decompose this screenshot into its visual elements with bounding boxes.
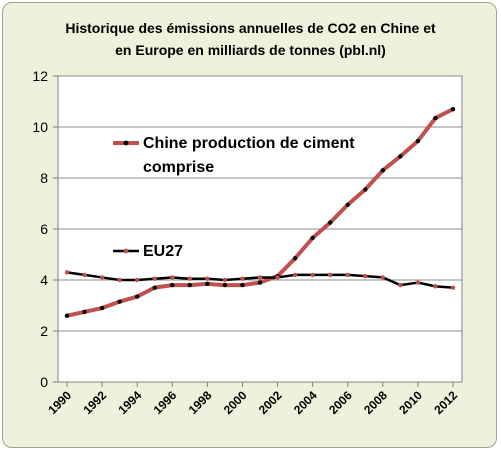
data-point (99, 305, 105, 311)
x-tick-label: 1994 (116, 388, 145, 417)
x-tick-label: 1990 (45, 388, 74, 417)
data-point (99, 275, 105, 280)
data-point (187, 282, 193, 288)
data-point (415, 280, 421, 285)
data-point (363, 187, 368, 192)
data-point (205, 281, 210, 287)
data-point (134, 277, 140, 283)
y-tick-label: 12 (32, 68, 48, 84)
data-point (327, 272, 333, 278)
y-tick-label: 10 (32, 119, 48, 135)
data-point (82, 309, 87, 315)
data-point (222, 282, 228, 288)
data-point (240, 276, 245, 281)
x-tick-label: 1992 (80, 388, 109, 417)
data-point (170, 275, 175, 280)
data-point (257, 275, 263, 280)
x-tick-label: 2000 (221, 388, 250, 417)
data-point (152, 276, 157, 281)
data-point (327, 220, 333, 225)
x-tick-label: 1996 (151, 388, 180, 417)
data-point (450, 285, 456, 290)
data-point (450, 106, 456, 112)
data-point (415, 138, 421, 144)
chart-frame: Historique des émissions annuelles de CO… (2, 2, 497, 448)
data-point (433, 284, 438, 289)
data-point (380, 168, 386, 173)
data-point (363, 273, 368, 279)
data-point (222, 277, 228, 283)
legend-eu27-label: EU27 (143, 243, 183, 260)
data-point (240, 282, 245, 288)
data-point (275, 275, 280, 280)
data-point (310, 235, 315, 241)
data-point (433, 115, 438, 121)
y-tick-label: 8 (40, 170, 48, 186)
chart-title: Historique des émissions annuelles de CO… (3, 17, 496, 61)
data-point (205, 276, 210, 281)
chart-title-line-1: Historique des émissions annuelles de CO… (65, 20, 436, 36)
x-tick-label: 2012 (431, 388, 460, 417)
legend-eu27-marker (123, 248, 129, 254)
x-tick-label: 2006 (326, 388, 355, 417)
x-tick-label: 2008 (361, 388, 390, 417)
legend-chine-marker (123, 140, 129, 146)
data-point (257, 280, 263, 285)
x-tick-label: 2004 (291, 388, 320, 417)
data-point (398, 154, 403, 159)
data-point (64, 270, 70, 275)
y-tick-label: 6 (40, 221, 48, 237)
data-point (292, 272, 298, 278)
data-point (134, 294, 140, 299)
x-tick-label: 2002 (256, 388, 285, 417)
data-point (117, 277, 122, 283)
data-point (152, 285, 157, 290)
legend-chine-label: Chine production de ciment (143, 135, 355, 152)
y-tick-label: 0 (40, 374, 48, 390)
data-point (292, 256, 298, 261)
data-point (380, 275, 386, 280)
x-tick-label: 2010 (396, 388, 425, 417)
data-point (82, 272, 87, 278)
data-point (170, 282, 175, 288)
chart-title-line-2: en Europe en milliards de tonnes (pbl.nl… (115, 42, 386, 58)
data-point (117, 299, 122, 304)
y-tick-label: 4 (40, 272, 48, 288)
data-point (398, 282, 403, 288)
y-tick-label: 2 (40, 323, 48, 339)
legend-chine-label: comprise (143, 159, 214, 176)
x-tick-label: 1998 (186, 388, 215, 417)
data-point (345, 272, 350, 278)
data-point (187, 276, 193, 281)
data-point (64, 313, 70, 318)
data-point (310, 272, 315, 278)
data-point (345, 202, 350, 207)
